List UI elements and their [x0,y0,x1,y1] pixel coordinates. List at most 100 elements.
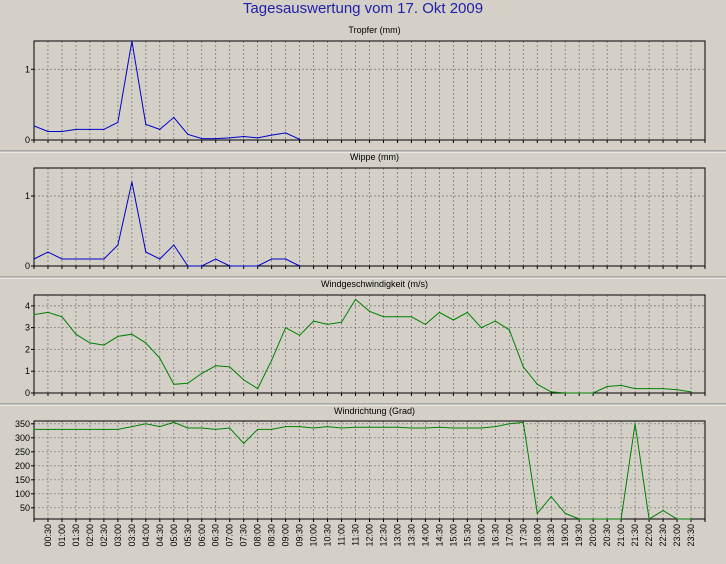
data-point [648,388,650,390]
data-point [117,244,119,246]
x-tick-label: 19:00 [560,524,570,547]
data-point [662,510,664,512]
data-point [620,518,622,520]
data-point [522,366,524,368]
y-tick-label: 100 [15,489,30,499]
data-point [690,391,692,393]
data-point [103,428,105,430]
x-tick-label: 04:30 [155,524,165,547]
data-point [75,428,77,430]
x-tick-label: 19:30 [574,524,584,547]
data-point [145,251,147,253]
data-point [47,251,49,253]
x-tick-label: 20:00 [588,524,598,547]
x-tick-label: 00:30 [43,524,53,547]
data-point [243,265,245,267]
y-tick-label: 0 [25,261,30,271]
data-point [257,388,259,390]
data-point [368,310,371,312]
data-point [243,379,245,381]
data-point [564,392,566,394]
data-point [159,357,161,359]
data-point [117,121,119,123]
data-point [271,258,273,260]
data-point [676,518,678,520]
x-tick-label: 02:30 [99,524,109,547]
data-point [229,427,231,429]
data-point [159,258,161,260]
data-point [215,137,217,140]
x-tick-label: 06:30 [211,524,221,547]
x-tick-label: 07:00 [225,524,235,547]
x-tick-label: 03:00 [113,524,123,547]
data-point [326,323,329,325]
y-tick-label: 0 [25,388,30,398]
data-point [173,421,175,423]
data-point [578,518,580,520]
data-point [382,316,385,318]
x-tick-label: 12:00 [365,524,375,547]
x-tick-label: 10:00 [309,524,319,547]
x-tick-label: 22:30 [658,524,668,547]
data-point [257,137,259,139]
data-point [606,385,608,388]
data-point [89,128,91,130]
x-tick-label: 15:30 [462,524,472,547]
data-point [592,392,594,394]
data-point [117,428,119,430]
data-point [522,421,524,423]
y-tick-label: 150 [15,475,30,485]
data-point [187,382,189,384]
data-point [676,389,678,391]
series-line [34,421,691,520]
data-point [173,116,175,118]
series-line [33,40,300,140]
data-point [75,128,77,130]
x-tick-label: 09:00 [281,524,291,547]
data-point [368,426,371,428]
x-tick-label: 05:00 [169,524,179,547]
x-tick-label: 23:30 [686,524,696,547]
data-point [634,388,636,390]
data-point [634,423,636,425]
x-tick-label: 11:30 [351,524,361,546]
data-point [606,518,608,520]
y-tick-label: 1 [25,366,30,376]
data-point [299,138,301,140]
data-point [662,388,664,390]
x-tick-label: 02:00 [85,524,95,547]
data-point [285,426,287,428]
data-point [550,496,552,498]
data-point [215,365,217,367]
data-point [103,128,105,130]
panel-title: Tropfer (mm) [348,25,400,35]
data-point [145,342,147,344]
y-tick-label: 200 [15,461,30,471]
data-point [131,426,133,428]
y-tick-label: 50 [20,503,30,513]
data-point [410,316,413,318]
data-point [47,311,49,314]
x-tick-label: 18:30 [546,524,556,547]
data-point [312,320,315,322]
data-point [173,244,175,246]
data-point [424,323,427,325]
series-line [33,181,300,267]
chart-title: Tagesauswertung vom 17. Okt 2009 [242,0,484,17]
y-tick-label: 2 [25,344,30,354]
data-point [243,135,245,138]
data-point [103,258,105,260]
data-point [494,320,496,322]
data-point [61,130,63,133]
data-point [117,335,119,337]
data-point [536,512,538,515]
data-point [299,334,301,336]
panel-title: Windrichtung (Grad) [334,406,415,416]
y-tick-label: 1 [25,64,30,74]
data-point [550,391,552,393]
x-tick-label: 16:30 [490,524,500,547]
data-point [33,314,35,316]
data-point [201,427,203,429]
data-point [215,258,217,260]
series-line [33,298,692,394]
